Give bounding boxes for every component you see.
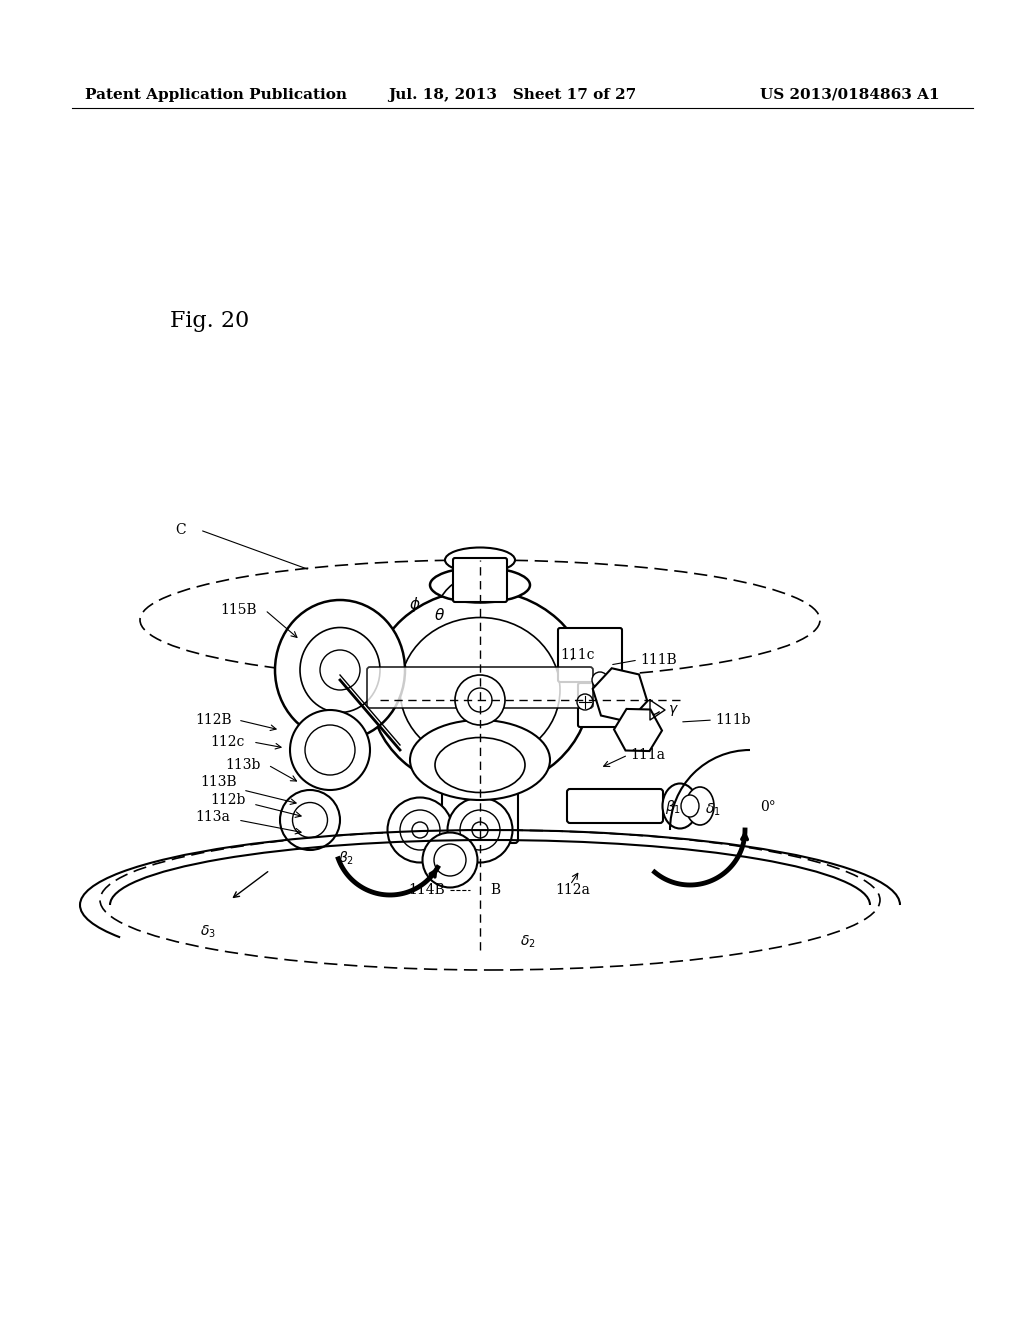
Text: $\theta$: $\theta$ — [434, 607, 445, 623]
Circle shape — [577, 694, 593, 710]
Text: Jul. 18, 2013   Sheet 17 of 27: Jul. 18, 2013 Sheet 17 of 27 — [388, 88, 636, 102]
FancyBboxPatch shape — [567, 789, 663, 822]
Ellipse shape — [280, 789, 340, 850]
Ellipse shape — [387, 797, 453, 862]
Ellipse shape — [300, 627, 380, 713]
Ellipse shape — [423, 833, 477, 887]
Ellipse shape — [400, 810, 440, 850]
Text: $\delta_3$: $\delta_3$ — [200, 924, 216, 940]
Text: US 2013/0184863 A1: US 2013/0184863 A1 — [761, 88, 940, 102]
Ellipse shape — [460, 810, 500, 850]
Ellipse shape — [400, 618, 560, 763]
Ellipse shape — [681, 795, 699, 817]
Text: 114B: 114B — [408, 883, 444, 898]
Text: 112B: 112B — [195, 713, 231, 727]
Ellipse shape — [275, 601, 406, 741]
Ellipse shape — [434, 843, 466, 876]
Text: 111c: 111c — [560, 648, 595, 663]
Text: 112a: 112a — [555, 883, 590, 898]
Text: $\beta_2$: $\beta_2$ — [338, 849, 354, 867]
Text: 115B: 115B — [220, 603, 257, 616]
Circle shape — [472, 822, 488, 838]
Text: $\delta_2$: $\delta_2$ — [520, 933, 536, 950]
Circle shape — [468, 688, 492, 711]
FancyBboxPatch shape — [578, 682, 637, 727]
Text: B: B — [490, 883, 500, 898]
Ellipse shape — [686, 787, 714, 825]
Text: 111a: 111a — [630, 748, 665, 762]
Ellipse shape — [370, 590, 590, 789]
Text: 0°: 0° — [760, 800, 776, 814]
FancyBboxPatch shape — [558, 628, 622, 682]
Text: 113b: 113b — [225, 758, 260, 772]
Ellipse shape — [430, 568, 530, 602]
Text: $\beta_1$: $\beta_1$ — [665, 799, 681, 816]
Text: $\delta_1$: $\delta_1$ — [705, 801, 721, 818]
Ellipse shape — [319, 649, 360, 690]
Text: 113B: 113B — [200, 775, 237, 789]
Circle shape — [592, 672, 608, 688]
Text: 111b: 111b — [715, 713, 751, 727]
Text: Patent Application Publication: Patent Application Publication — [85, 88, 347, 102]
Text: 111B: 111B — [640, 653, 677, 667]
Ellipse shape — [435, 738, 525, 792]
Text: Fig. 20: Fig. 20 — [170, 310, 249, 333]
FancyBboxPatch shape — [442, 777, 518, 843]
Text: $\phi$: $\phi$ — [410, 595, 421, 615]
Ellipse shape — [290, 710, 370, 789]
Text: $\gamma$: $\gamma$ — [668, 702, 679, 718]
Circle shape — [455, 675, 505, 725]
Ellipse shape — [445, 548, 515, 573]
Ellipse shape — [410, 719, 550, 800]
Text: C: C — [175, 523, 185, 537]
Text: 112b: 112b — [210, 793, 246, 807]
Text: 112c: 112c — [210, 735, 245, 748]
FancyBboxPatch shape — [453, 558, 507, 602]
Ellipse shape — [293, 803, 328, 837]
Ellipse shape — [663, 784, 697, 829]
FancyBboxPatch shape — [367, 667, 593, 708]
Ellipse shape — [305, 725, 355, 775]
Text: 113a: 113a — [195, 810, 229, 824]
Circle shape — [412, 822, 428, 838]
Ellipse shape — [447, 797, 512, 862]
